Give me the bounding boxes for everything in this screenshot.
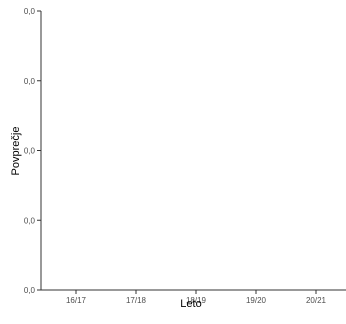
y-tick-label: 0,0 [24,286,36,295]
x-axis-ticks: 16/17 17/18 18/19 19/20 20/21 [66,290,327,305]
x-tick-label: 16/17 [66,296,87,305]
x-tick-label: 17/18 [126,296,147,305]
y-axis-ticks: 0,0 0,0 0,0 0,0 0,0 [24,7,41,295]
y-tick-label: 0,0 [24,7,36,16]
x-tick-label: 19/20 [246,296,267,305]
y-tick-label: 0,0 [24,216,36,225]
y-axis-title: Povprečje [10,127,22,176]
x-axis-title: Leto [180,298,201,310]
x-tick-label: 18/19 [186,296,207,305]
x-tick-label: 20/21 [306,296,327,305]
y-tick-label: 0,0 [24,147,36,156]
y-tick-label: 0,0 [24,77,36,86]
